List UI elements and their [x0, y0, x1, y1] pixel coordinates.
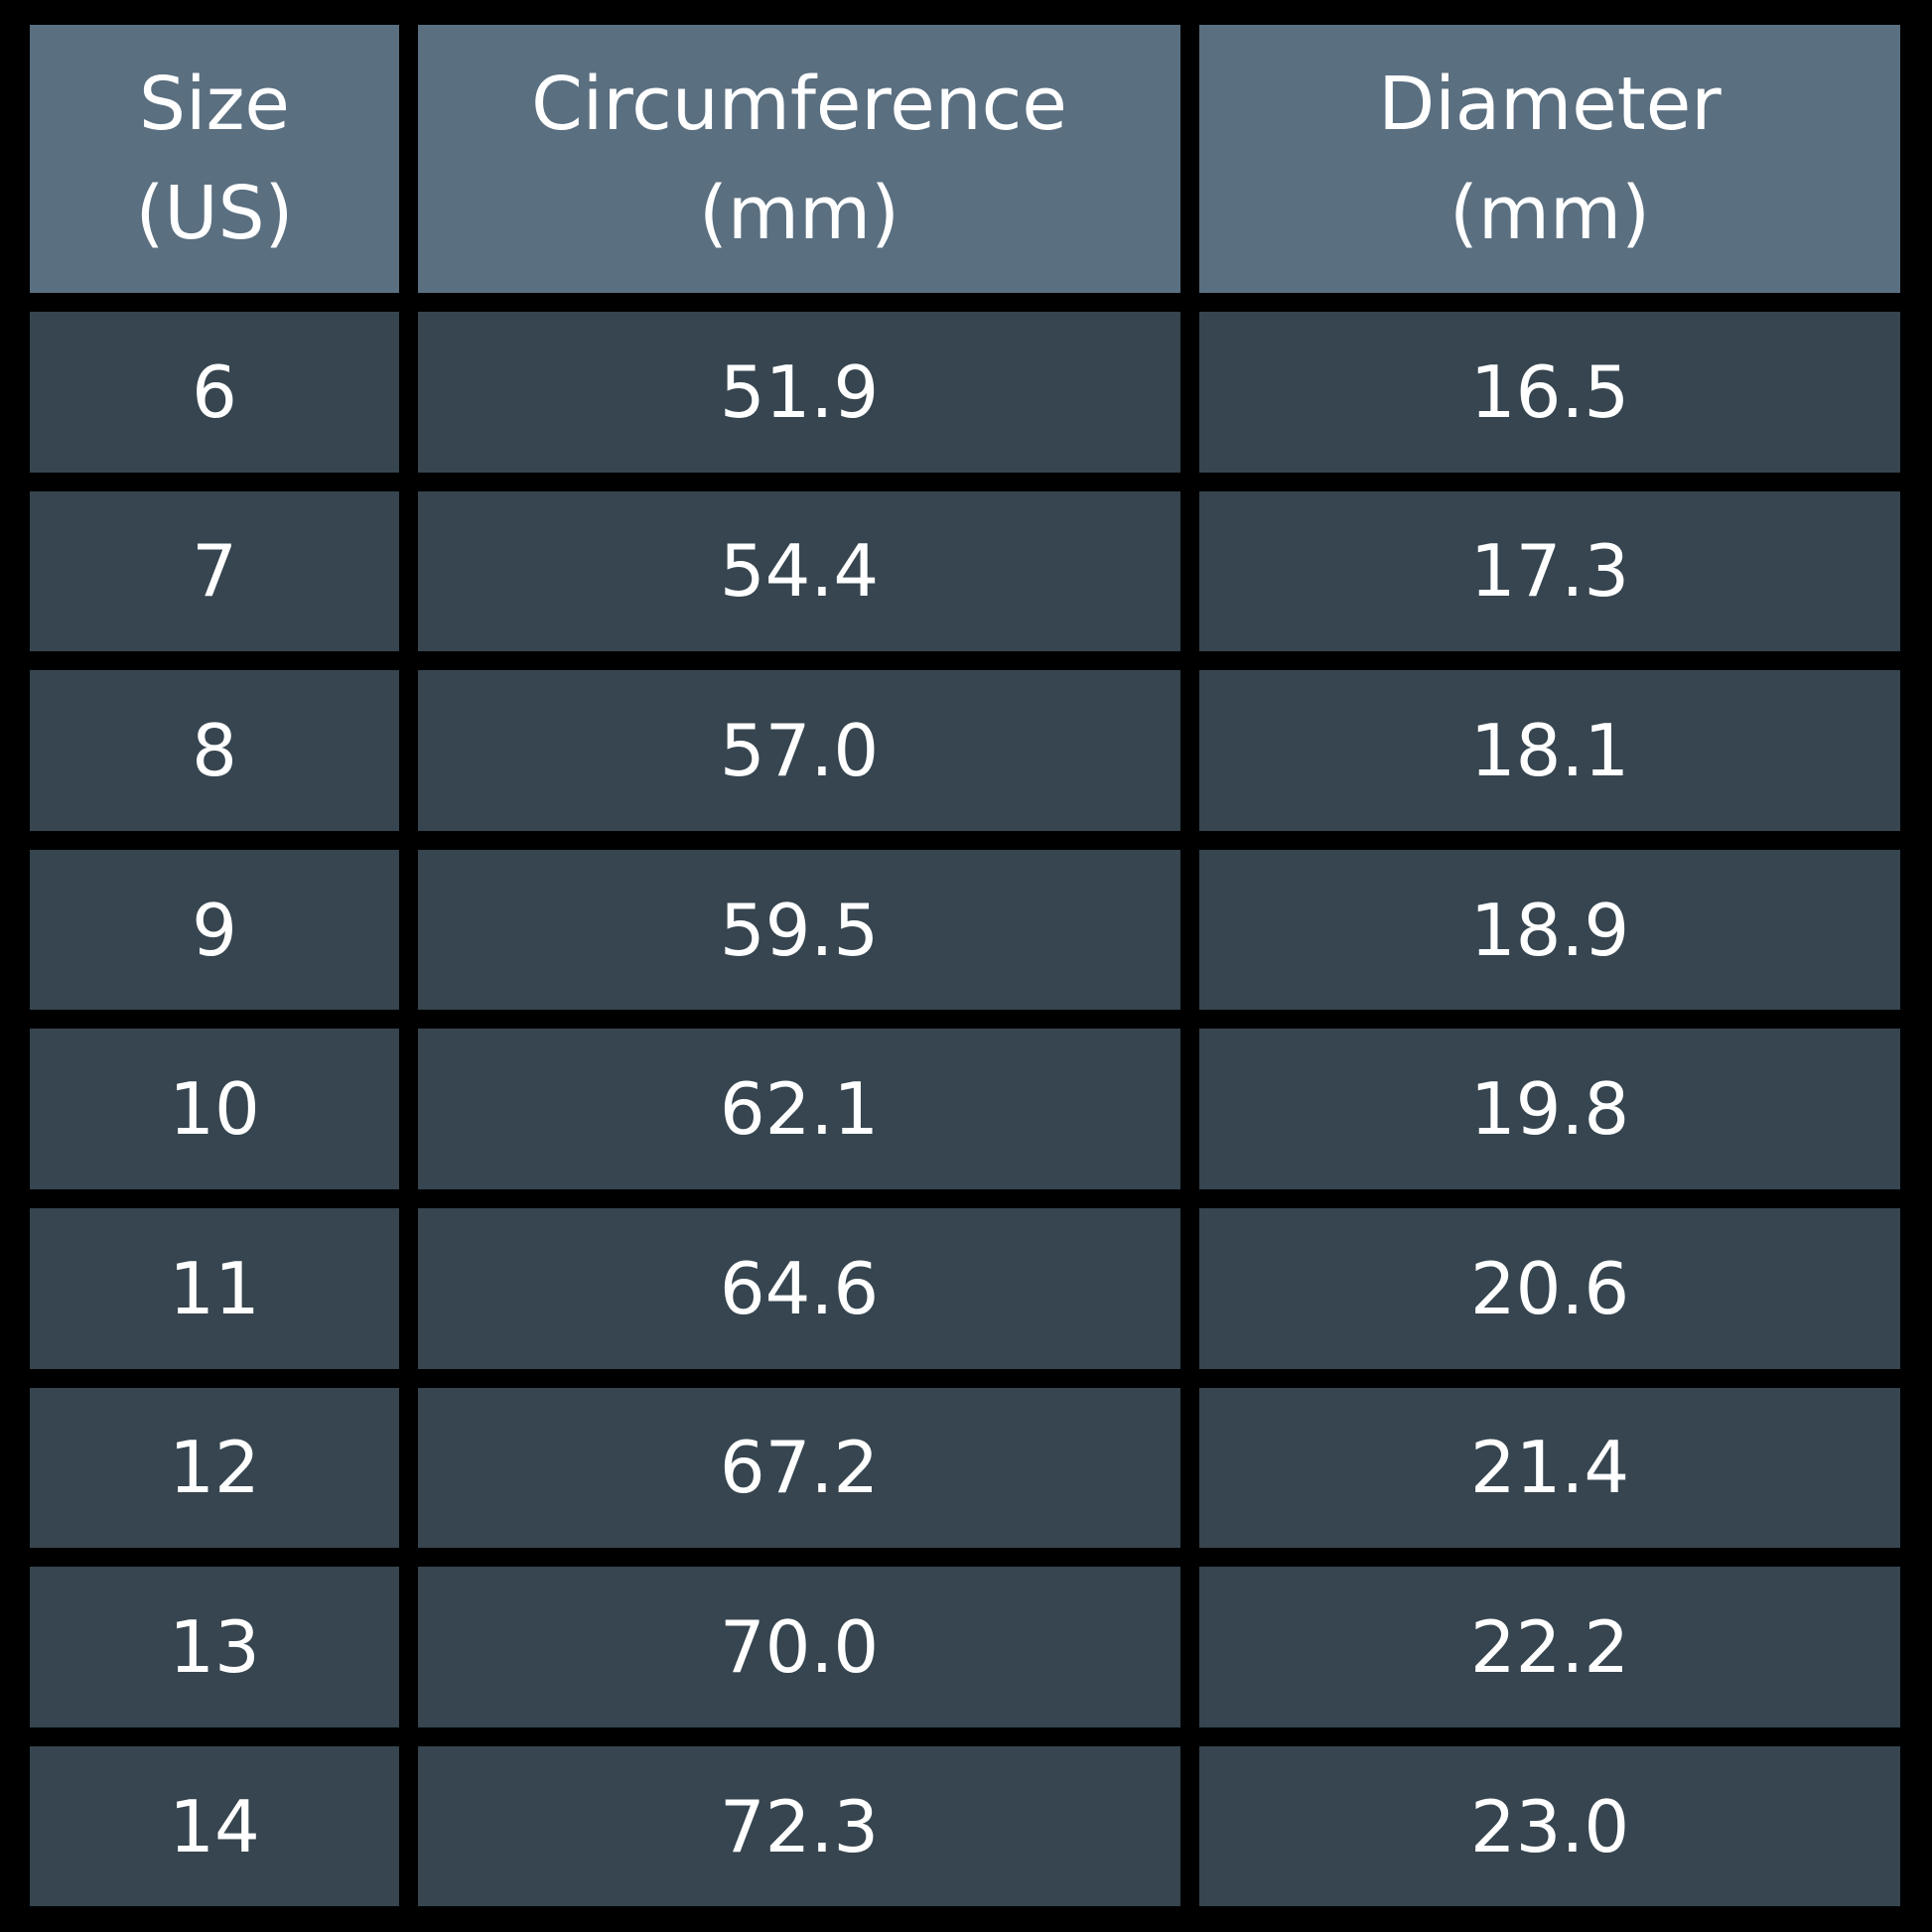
- cell-diameter: 21.4: [1199, 1387, 1900, 1549]
- cell-size: 11: [30, 1207, 399, 1369]
- cell-circumference: 64.6: [418, 1207, 1180, 1369]
- cell-circumference: 72.3: [418, 1745, 1180, 1907]
- cell-size: 7: [30, 490, 399, 652]
- cell-diameter: 23.0: [1199, 1745, 1900, 1907]
- cell-circumference: 62.1: [418, 1029, 1180, 1189]
- header-text: (mm): [1449, 171, 1650, 256]
- cell-diameter: 16.5: [1199, 312, 1900, 473]
- cell-diameter: 20.6: [1199, 1207, 1900, 1369]
- cell-diameter: 17.3: [1199, 490, 1900, 652]
- header-size: Size (US): [30, 25, 399, 293]
- cell-circumference: 54.4: [418, 490, 1180, 652]
- cell-diameter: 18.1: [1199, 670, 1900, 831]
- ring-size-table: Size (US) Circumference (mm) Diameter (mm) 6 51…: [30, 25, 1900, 1907]
- cell-size: 6: [30, 312, 399, 473]
- header-text: Diameter: [1378, 62, 1722, 147]
- cell-circumference: 59.5: [418, 849, 1180, 1011]
- cell-size: 13: [30, 1567, 399, 1727]
- cell-circumference: 70.0: [418, 1567, 1180, 1727]
- cell-size: 10: [30, 1029, 399, 1189]
- cell-diameter: 19.8: [1199, 1029, 1900, 1189]
- cell-diameter: 18.9: [1199, 849, 1900, 1011]
- header-text: Circumference: [531, 62, 1067, 147]
- cell-size: 9: [30, 849, 399, 1011]
- header-circumference: Circumference (mm): [418, 25, 1180, 293]
- cell-diameter: 22.2: [1199, 1567, 1900, 1727]
- cell-size: 8: [30, 670, 399, 831]
- header-text: (mm): [699, 171, 899, 256]
- header-text: (US): [135, 171, 294, 256]
- cell-size: 14: [30, 1745, 399, 1907]
- cell-circumference: 67.2: [418, 1387, 1180, 1549]
- cell-circumference: 57.0: [418, 670, 1180, 831]
- cell-circumference: 51.9: [418, 312, 1180, 473]
- cell-size: 12: [30, 1387, 399, 1549]
- header-diameter: Diameter (mm): [1199, 25, 1900, 293]
- header-text: Size: [139, 62, 290, 147]
